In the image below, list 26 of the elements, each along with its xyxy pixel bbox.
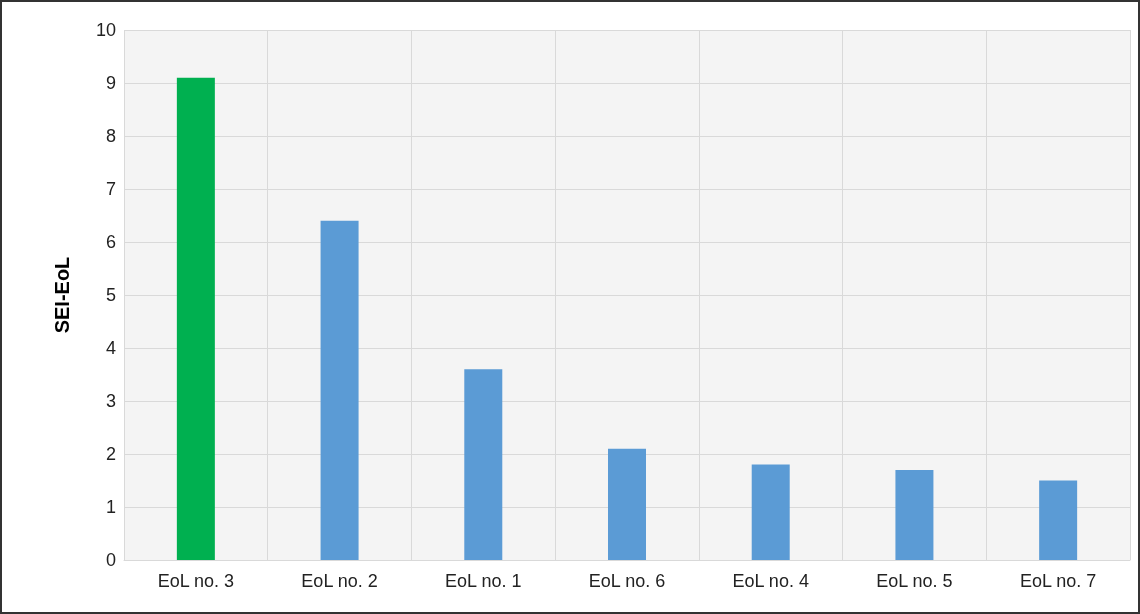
y-tick-label: 3 — [105, 391, 116, 411]
y-tick-label: 1 — [105, 497, 116, 517]
bar — [320, 220, 359, 560]
x-tick-label: EoL no. 6 — [588, 571, 666, 591]
y-tick-label: 4 — [105, 338, 116, 358]
x-tick-label: EoL no. 5 — [876, 571, 953, 591]
bar — [751, 464, 790, 560]
bar — [1039, 480, 1078, 560]
bar — [176, 77, 215, 560]
x-tick-label: EoL no. 3 — [157, 571, 235, 591]
y-tick-label: 0 — [105, 550, 116, 570]
x-tick-label: EoL no. 2 — [301, 571, 378, 591]
bar — [895, 469, 934, 560]
x-tick-label: EoL no. 4 — [732, 571, 809, 591]
y-tick-label: 7 — [105, 179, 116, 199]
y-tick-label: 5 — [105, 285, 116, 305]
y-tick-label: 8 — [105, 126, 116, 146]
y-tick-label: 9 — [105, 73, 116, 93]
bar — [464, 369, 503, 560]
y-tick-label: 2 — [105, 444, 116, 464]
x-tick-label: EoL no. 1 — [445, 571, 522, 591]
y-axis-title: SEI-EoL — [51, 256, 73, 334]
y-tick-label: 6 — [105, 232, 116, 252]
bar — [608, 448, 646, 560]
y-tick-label: 10 — [95, 20, 116, 40]
x-tick-label: EoL no. 7 — [1019, 571, 1097, 591]
